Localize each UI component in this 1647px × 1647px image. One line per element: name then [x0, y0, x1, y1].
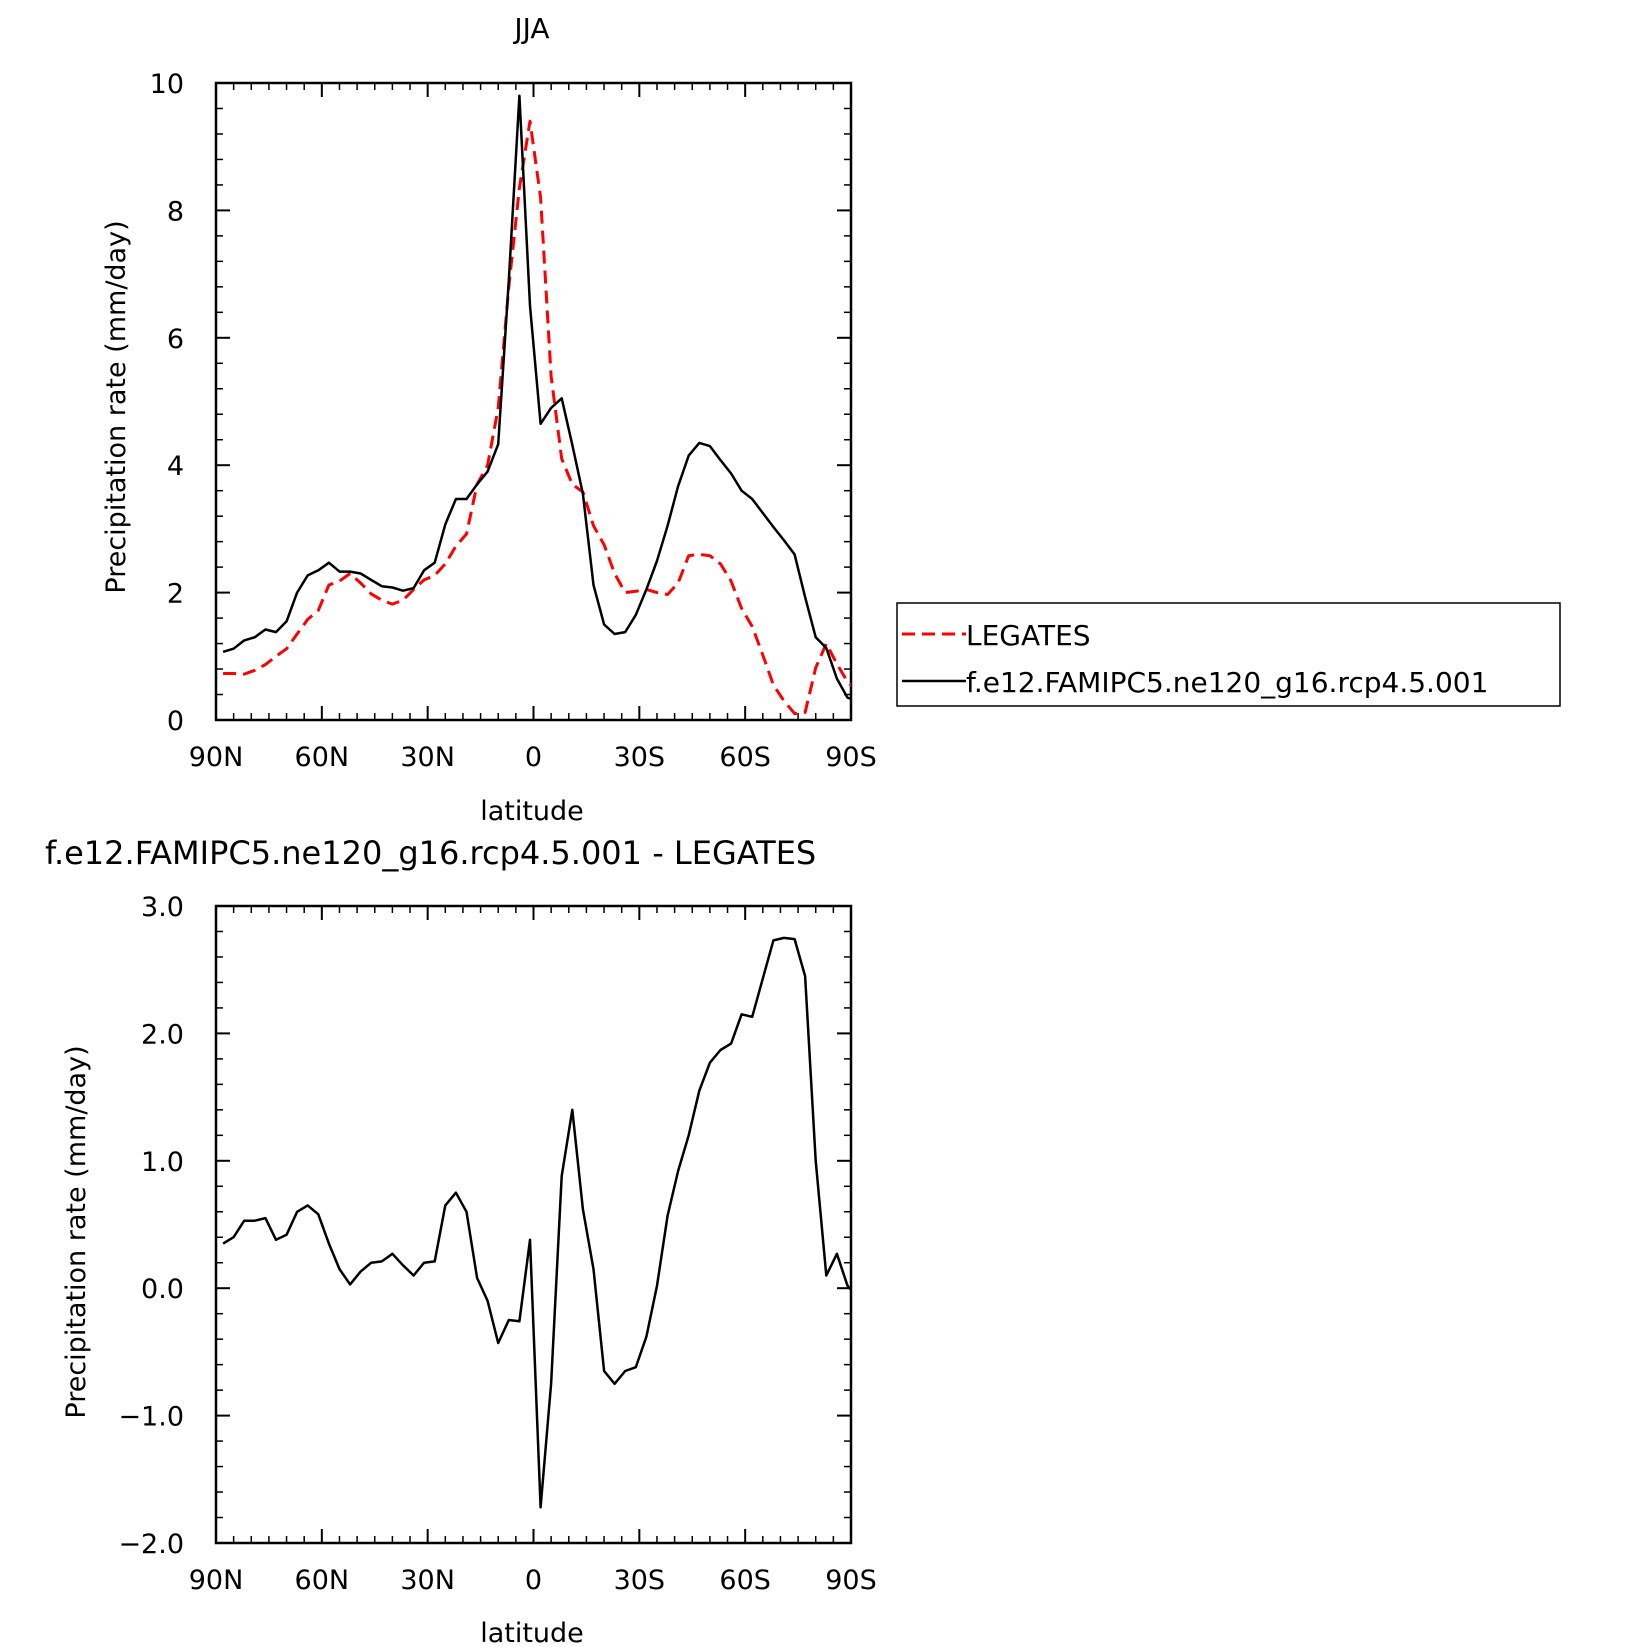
top-y-tick-label: 10 — [150, 69, 184, 100]
bottom-x-tick-label: 60N — [295, 1565, 350, 1596]
top-x-tick-label: 30N — [400, 742, 455, 773]
top-x-tick-label: 0 — [525, 742, 542, 773]
bottom-y-tick-label: 2.0 — [141, 1019, 184, 1050]
bottom-x-tick-label: 30S — [614, 1565, 666, 1596]
top-legend: LEGATES f.e12.FAMIPC5.ne120_g16.rcp4.5.0… — [896, 602, 1561, 707]
top-y-tick-label: 0 — [167, 706, 184, 737]
legend-box — [896, 602, 1561, 707]
bottom-chart-panel: f.e12.FAMIPC5.ne120_g16.rcp4.5.001 - LEG… — [45, 834, 877, 1647]
top-y-tick-label: 8 — [167, 196, 184, 227]
bottom-x-tick-label: 60S — [719, 1565, 771, 1596]
top-y-tick-label: 4 — [167, 451, 184, 482]
top-x-axis-label: latitude — [480, 796, 584, 827]
top-y-axis-label: Precipitation rate (mm/day) — [101, 220, 132, 593]
top-x-tick-label: 90N — [189, 742, 244, 773]
top-x-tick-label: 60S — [719, 742, 771, 773]
legend-label-legates: LEGATES — [966, 619, 1091, 652]
top-series-line-0 — [223, 119, 851, 716]
top-x-tick-label: 60N — [295, 742, 350, 773]
bottom-series-line-0 — [222, 936, 851, 1509]
top-y-tick-label: 2 — [167, 579, 184, 610]
bottom-x-tick-label: 90N — [189, 1565, 244, 1596]
bottom-plot-area: −2.0 −1.0 0.0 1.0 2.0 3.0 90N 60N 30N 0 30S 60S 90S — [118, 892, 877, 1596]
bottom-y-tick-label: 0.0 — [141, 1274, 184, 1305]
bottom-y-tick-label: 3.0 — [141, 892, 184, 923]
bottom-x-axis-label: latitude — [480, 1618, 584, 1647]
bottom-y-axis-label: Precipitation rate (mm/day) — [61, 1045, 92, 1418]
bottom-y-tick-label: −1.0 — [118, 1402, 184, 1433]
bottom-chart-title: f.e12.FAMIPC5.ne120_g16.rcp4.5.001 - LEG… — [45, 834, 816, 872]
bottom-y-tick-label: 1.0 — [141, 1147, 184, 1178]
bottom-x-tick-label: 0 — [525, 1565, 542, 1596]
legend-label-model: f.e12.FAMIPC5.ne120_g16.rcp4.5.001 — [966, 666, 1488, 699]
top-series-line-1 — [222, 94, 851, 701]
top-plot-area: 0 2 4 6 8 10 90N 60N 30N 0 30S 60S 90S — [150, 69, 877, 773]
top-x-tick-label: 30S — [614, 742, 666, 773]
top-y-tick-label: 6 — [167, 324, 184, 355]
top-chart-title: JJA — [512, 12, 549, 45]
bottom-x-tick-label: 90S — [825, 1565, 877, 1596]
bottom-x-tick-label: 30N — [400, 1565, 455, 1596]
bottom-y-tick-label: −2.0 — [118, 1529, 184, 1560]
top-x-tick-label: 90S — [825, 742, 877, 773]
